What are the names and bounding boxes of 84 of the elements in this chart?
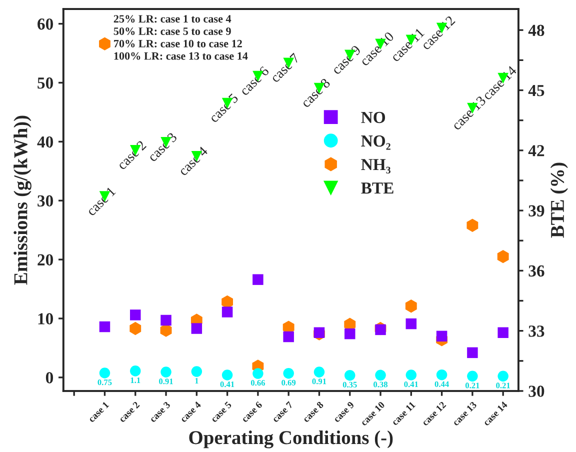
point: [375, 324, 386, 336]
point: [283, 368, 294, 379]
data-label: 1.1: [130, 377, 140, 384]
data-label: 0.91: [159, 378, 173, 384]
point: [467, 347, 478, 358]
point: [130, 322, 142, 336]
legend-label: BTE: [361, 182, 394, 194]
data-label: 0.69: [282, 380, 296, 386]
y2-axis-title: BTE (%): [550, 162, 568, 238]
data-label: 0.41: [404, 382, 418, 388]
point: [498, 327, 508, 338]
x-tick-label: case 1: [88, 401, 110, 423]
data-label: 0.41: [220, 382, 234, 388]
point: [252, 274, 264, 285]
point: [436, 369, 448, 380]
data-label: 0.66: [250, 380, 265, 386]
point: [497, 250, 509, 264]
point: [314, 366, 325, 378]
y2-tick-label: 33: [528, 326, 544, 337]
data-label: 0.91: [312, 378, 326, 384]
x-axis-title: Operating Conditions (-): [189, 430, 393, 448]
y2-tick-label: 45: [528, 85, 544, 96]
point: [467, 370, 478, 382]
point: [498, 370, 508, 382]
x-tick-label: case 9: [332, 401, 354, 423]
point: [222, 370, 233, 380]
point: [130, 366, 141, 376]
y-tick-label: 0: [46, 372, 53, 384]
x-tick-label: case 10: [360, 401, 386, 426]
y-tick-label: 60: [38, 18, 53, 30]
y-axis-title: Emissions (g/(kWh)): [14, 116, 32, 285]
point: [130, 310, 141, 320]
point: [160, 366, 172, 378]
x-tick-label: case 11: [391, 401, 416, 426]
point: [160, 314, 172, 326]
legend-label: NO₂: [361, 135, 390, 150]
y-tick-label: 40: [37, 136, 53, 148]
point: [283, 331, 294, 342]
point: [99, 368, 110, 378]
legend-label: NH₃: [361, 159, 390, 174]
point: [99, 37, 110, 50]
x-tick-label: case 7: [272, 401, 294, 423]
x-tick-label: case 8: [302, 401, 324, 423]
y-tick-label: 20: [38, 254, 53, 266]
x-tick-label: case 4: [180, 401, 202, 423]
point: [160, 324, 172, 337]
point: [405, 300, 417, 313]
y-tick-label: 50: [38, 77, 53, 89]
point: [406, 318, 417, 330]
annotation: 25% LR: case 1 to case 4 50% LR: case 5 to case 9 70% LR: case 10 to case 12 100% LR: case 13 to case 14: [114, 15, 248, 60]
y-tick-label: 30: [38, 195, 53, 207]
legend-label: NO: [361, 112, 386, 124]
x-tick-label: case 3: [149, 401, 171, 423]
data-label: 1: [195, 378, 198, 384]
x-tick-label: case 5: [210, 401, 232, 423]
point: [375, 370, 386, 381]
point: [344, 328, 356, 340]
x-tick-label: case 6: [241, 401, 263, 423]
y2-tick-label: 39: [528, 205, 544, 216]
point: [99, 321, 110, 332]
x-tick-label: case 13: [452, 401, 478, 426]
data-label: 0.21: [496, 382, 510, 388]
y2-tick-label: 30: [528, 386, 544, 397]
y-tick-label: 10: [38, 313, 53, 324]
point: [436, 330, 448, 342]
x-tick-label: case 12: [421, 401, 446, 426]
data-label: 0.35: [342, 382, 357, 388]
point: [222, 306, 233, 318]
y2-tick-label: 42: [528, 145, 544, 156]
x-tick-label: case 14: [482, 401, 508, 426]
data-label: 0.44: [434, 381, 449, 387]
data-label: 0.21: [465, 382, 480, 388]
point: [466, 218, 478, 232]
x-tick-label: case 2: [118, 401, 140, 423]
y2-tick-label: 48: [528, 24, 544, 36]
point: [191, 366, 202, 377]
point: [191, 323, 202, 334]
y2-tick-label: 36: [528, 265, 544, 277]
point: [344, 370, 356, 381]
point: [252, 368, 264, 379]
point: [222, 295, 234, 309]
data-label: 0.38: [374, 382, 388, 388]
point: [406, 370, 417, 380]
data-label: 0.75: [98, 379, 112, 386]
